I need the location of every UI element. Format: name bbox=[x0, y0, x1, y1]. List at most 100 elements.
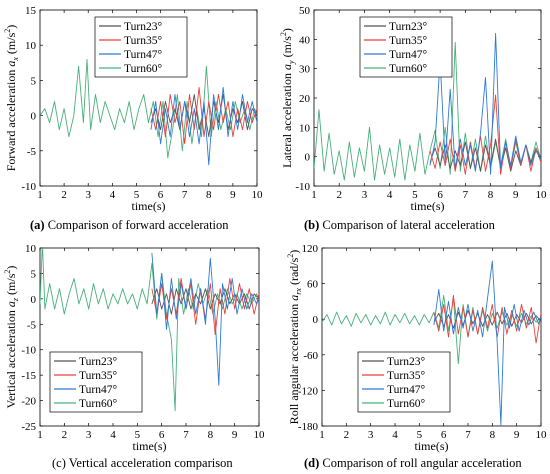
y-tick-label: -10 bbox=[295, 181, 310, 193]
x-tick-label: 8 bbox=[490, 429, 496, 441]
y-tick-label: 10 bbox=[25, 40, 37, 52]
x-tick-label: 7 bbox=[463, 189, 469, 201]
legend-label: Turn60° bbox=[124, 63, 162, 75]
series-group bbox=[40, 248, 259, 412]
legend-label: Turn47° bbox=[387, 384, 425, 396]
legend: Turn23° Turn35° Turn47° Turn60° bbox=[49, 351, 143, 413]
y-tick-label: -20 bbox=[21, 396, 36, 408]
legend: Turn23° Turn35° Turn47° Turn60° bbox=[357, 351, 451, 413]
x-tick-label: 3 bbox=[362, 189, 368, 201]
legend-label: Turn47° bbox=[79, 384, 117, 396]
y-tick-label: -10 bbox=[21, 181, 36, 193]
y-tick-label: 0 bbox=[313, 314, 319, 326]
y-axis-label: Lateral acceleration ay (m/s2) bbox=[279, 28, 296, 168]
caption-a: (a) Comparison of forward acceleration bbox=[30, 218, 229, 232]
x-tick-label: 9 bbox=[232, 429, 238, 441]
x-tick-label: 3 bbox=[85, 189, 91, 201]
x-tick-label: 10 bbox=[536, 429, 548, 441]
legend-box bbox=[49, 351, 143, 413]
y-tick-label: 10 bbox=[299, 122, 311, 134]
x-tick-label: 4 bbox=[387, 189, 393, 201]
x-tick-label: 6 bbox=[158, 189, 164, 201]
x-tick-label: 3 bbox=[368, 429, 374, 441]
caption-b: (b) Comparison of lateral acceleration bbox=[304, 218, 495, 232]
legend-label: Turn35° bbox=[389, 35, 427, 47]
chart-panel-vertical: 1 2 3 4 5 6 7 8 9 10 -25 -20 -15 -10 -5 0 5 10 time(s) Vert… bbox=[3, 243, 265, 453]
x-tick-label: 3 bbox=[86, 429, 92, 441]
x-tick-label: 8 bbox=[488, 189, 494, 201]
y-tick-label: 30 bbox=[299, 64, 311, 76]
y-tick-label: 50 bbox=[299, 5, 311, 17]
legend-label: Turn35° bbox=[124, 35, 162, 47]
y-tick-label: -5 bbox=[27, 146, 37, 158]
x-tick-label: 8 bbox=[206, 189, 212, 201]
y-tick-label: 5 bbox=[31, 268, 37, 280]
y-axis-label: Vertical acceleration az (m/s2) bbox=[3, 266, 20, 409]
series-line-turn60 bbox=[40, 58, 257, 159]
x-tick-label: 4 bbox=[392, 429, 398, 441]
x-tick-label: 1 bbox=[37, 189, 43, 201]
x-tick-label: 2 bbox=[61, 189, 67, 201]
legend-label: Turn60° bbox=[389, 63, 427, 75]
x-axis-label: time(s) bbox=[133, 439, 167, 453]
x-tick-label: 10 bbox=[254, 429, 266, 441]
chart-panel-roll: 1 2 3 4 5 6 7 8 9 10 -180 -120 -60 0 60 120 time(s) Roll … bbox=[286, 243, 547, 453]
x-tick-label: 1 bbox=[319, 429, 325, 441]
x-tick-label: 10 bbox=[252, 189, 264, 201]
x-tick-label: 8 bbox=[208, 429, 214, 441]
y-tick-label: 15 bbox=[25, 5, 37, 17]
y-axis-label: Forward acceleration ax (m/s2) bbox=[3, 25, 20, 172]
x-tick-label: 4 bbox=[110, 189, 116, 201]
y-tick-label: -60 bbox=[303, 350, 318, 362]
series-line-turn23 bbox=[151, 288, 259, 315]
x-tick-label: 9 bbox=[514, 429, 520, 441]
y-tick-label: 120 bbox=[302, 243, 319, 255]
y-tick-label: 0 bbox=[31, 111, 37, 123]
legend-label: Turn35° bbox=[79, 370, 117, 382]
legend-label: Turn60° bbox=[387, 398, 425, 410]
legend-label: Turn23° bbox=[124, 21, 162, 33]
legend-box bbox=[359, 16, 453, 78]
y-tick-label: -10 bbox=[21, 345, 36, 357]
legend-box bbox=[357, 351, 451, 413]
x-tick-label: 9 bbox=[513, 189, 519, 201]
series-line-turn47 bbox=[433, 260, 541, 426]
series-line-turn35 bbox=[429, 94, 541, 175]
series-line-turn47 bbox=[151, 253, 259, 386]
x-tick-label: 2 bbox=[62, 429, 68, 441]
legend: Turn23° Turn35° Turn47° Turn60° bbox=[359, 16, 453, 78]
y-tick-label: 0 bbox=[305, 152, 311, 164]
legend-label: Turn23° bbox=[387, 356, 425, 368]
legend-label: Turn47° bbox=[389, 49, 427, 61]
chart-panel-forward: 1 2 3 4 5 6 7 8 9 10 -10 -5 0 5 10 15 time(s) Forward acc… bbox=[3, 5, 263, 213]
y-tick-label: -25 bbox=[21, 421, 36, 433]
legend-label: Turn60° bbox=[79, 398, 117, 410]
x-tick-label: 6 bbox=[159, 429, 165, 441]
x-axis-label: time(s) bbox=[411, 199, 445, 213]
y-tick-label: 20 bbox=[299, 93, 311, 105]
series-line-turn47 bbox=[429, 33, 541, 175]
x-tick-label: 2 bbox=[336, 189, 342, 201]
x-tick-label: 10 bbox=[536, 189, 548, 201]
y-tick-label: 60 bbox=[307, 279, 319, 291]
series-line-turn47 bbox=[150, 86, 257, 166]
series-group bbox=[322, 260, 541, 426]
y-tick-label: -5 bbox=[27, 319, 37, 331]
y-tick-label: 40 bbox=[299, 34, 311, 46]
x-tick-label: 6 bbox=[437, 189, 443, 201]
legend-box bbox=[94, 16, 188, 78]
x-tick-label: 9 bbox=[230, 189, 236, 201]
legend-label: Turn35° bbox=[387, 370, 425, 382]
legend-label: Turn23° bbox=[79, 356, 117, 368]
x-tick-label: 5 bbox=[417, 429, 423, 441]
x-tick-label: 5 bbox=[412, 189, 418, 201]
x-axis-label: time(s) bbox=[415, 439, 449, 453]
series-group bbox=[40, 58, 257, 166]
y-tick-label: -180 bbox=[298, 421, 319, 433]
x-tick-label: 5 bbox=[135, 429, 141, 441]
caption-d: (d) Comparison of roll angular accelerat… bbox=[304, 456, 522, 470]
x-tick-label: 1 bbox=[311, 189, 317, 201]
y-tick-label: -15 bbox=[21, 370, 36, 382]
x-axis-label: time(s) bbox=[132, 199, 166, 213]
x-tick-label: 1 bbox=[37, 429, 43, 441]
